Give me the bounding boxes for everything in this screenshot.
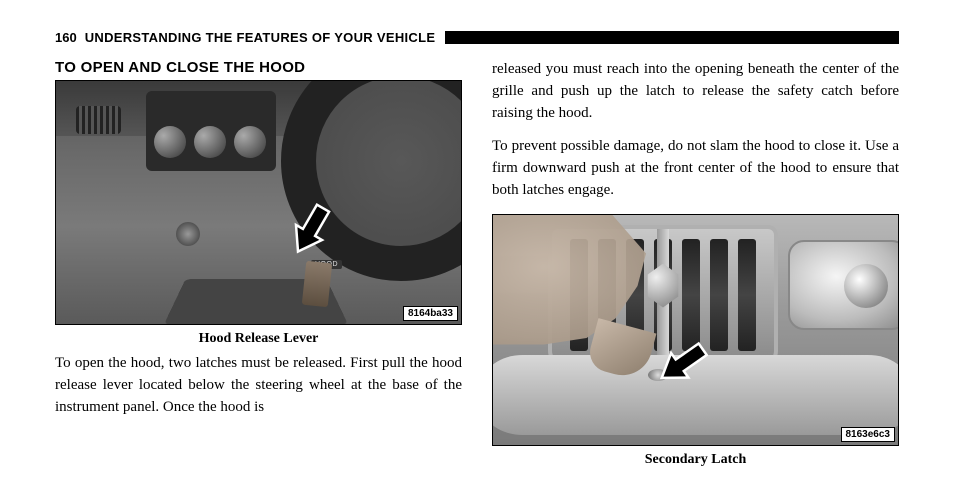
header-title: UNDERSTANDING THE FEATURES OF YOUR VEHIC… <box>85 30 436 45</box>
socket-icon <box>176 222 200 246</box>
pointer-arrow-icon <box>286 199 336 259</box>
pointer-arrow-icon <box>658 333 708 393</box>
knob-icon <box>234 126 266 158</box>
image-code: 8164ba33 <box>403 306 458 321</box>
left-paragraph-1: To open the hood, two latches must be re… <box>55 353 462 418</box>
hood-lever-icon <box>302 261 332 307</box>
knob-icon <box>154 126 186 158</box>
page-header: 160 UNDERSTANDING THE FEATURES OF YOUR V… <box>55 30 899 45</box>
right-paragraph-1: released you must reach into the opening… <box>492 59 899 124</box>
knob-icon <box>194 126 226 158</box>
figure1-caption: Hood Release Lever <box>55 331 462 347</box>
section-heading: TO OPEN AND CLOSE THE HOOD <box>55 59 462 76</box>
figure-secondary-latch: 8163e6c3 <box>492 214 899 446</box>
image-code: 8163e6c3 <box>841 427 896 442</box>
right-column: released you must reach into the opening… <box>492 59 899 474</box>
figure-hood-release: HOOD 8164ba33 <box>55 80 462 325</box>
grille-bar <box>738 239 756 351</box>
page-number: 160 <box>55 30 77 45</box>
arrow-shape <box>286 201 336 259</box>
left-column: TO OPEN AND CLOSE THE HOOD HOOD <box>55 59 462 474</box>
figure2-caption: Secondary Latch <box>492 452 899 468</box>
vent-icon <box>76 106 121 134</box>
grille-bar <box>710 239 728 351</box>
control-panel <box>146 91 276 171</box>
content-columns: TO OPEN AND CLOSE THE HOOD HOOD <box>55 59 899 474</box>
headlight-bulb-icon <box>844 264 888 308</box>
headlight-icon <box>788 240 899 330</box>
header-bar <box>445 31 899 44</box>
right-paragraph-2: To prevent possible damage, do not slam … <box>492 136 899 201</box>
